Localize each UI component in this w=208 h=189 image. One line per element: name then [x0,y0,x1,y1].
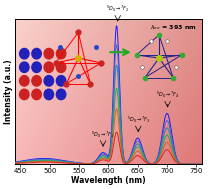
Y-axis label: Intensity (a.u.): Intensity (a.u.) [4,59,13,124]
Text: $^5D_0{\to}^7F_3$: $^5D_0{\to}^7F_3$ [126,115,150,125]
Text: $^5D_0{\to}^7F_2$: $^5D_0{\to}^7F_2$ [106,4,129,14]
X-axis label: Wavelength (nm): Wavelength (nm) [71,176,146,185]
Text: $\lambda_{ex}$ = 393 nm: $\lambda_{ex}$ = 393 nm [150,23,197,32]
Text: $^5D_0{\to}^7F_4$: $^5D_0{\to}^7F_4$ [156,90,179,100]
Text: $^5D_0{\to}^7F_1$: $^5D_0{\to}^7F_1$ [91,129,115,139]
